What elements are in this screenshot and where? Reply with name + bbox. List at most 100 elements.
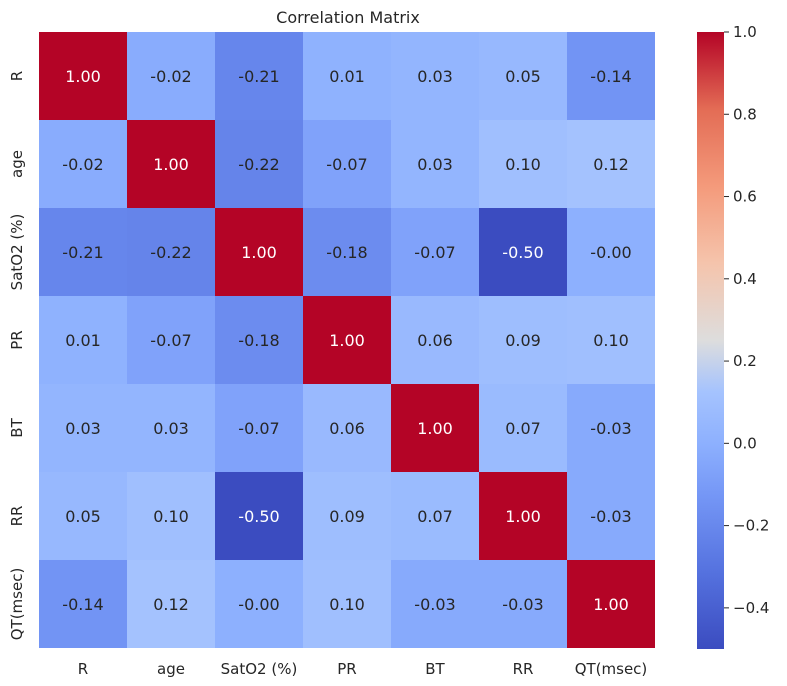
heatmap-cell [391, 560, 479, 648]
heatmap-cell-label: 0.03 [417, 155, 453, 174]
heatmap-cells [39, 32, 655, 648]
heatmap-cell [303, 472, 391, 560]
heatmap-cell-label: -0.18 [238, 331, 279, 350]
heatmap-cell [303, 560, 391, 648]
heatmap-cell-label: 0.05 [505, 67, 541, 86]
colorbar-tick-label: 0.6 [733, 188, 757, 206]
heatmap-cell [479, 384, 567, 472]
heatmap-cell [479, 296, 567, 384]
heatmap-cell-label: 0.07 [505, 419, 541, 438]
heatmap-cell-label: 0.03 [65, 419, 101, 438]
heatmap-cell [39, 384, 127, 472]
heatmap-cell [567, 32, 655, 120]
heatmap-cell [127, 384, 215, 472]
heatmap-cell-label: 0.07 [417, 507, 453, 526]
heatmap-cell-label: 0.06 [417, 331, 453, 350]
heatmap-cell [215, 120, 303, 208]
y-tick-label: R [8, 71, 26, 81]
heatmap-cell [39, 120, 127, 208]
heatmap-cell [567, 208, 655, 296]
heatmap-cell [303, 120, 391, 208]
heatmap-cell-label: -0.07 [150, 331, 191, 350]
heatmap-cell-label: 0.06 [329, 419, 365, 438]
x-tick-label: age [157, 660, 185, 678]
heatmap-cell-label: -0.18 [326, 243, 367, 262]
x-tick-label: BT [425, 660, 445, 678]
heatmap-cell [215, 32, 303, 120]
heatmap-cell [567, 296, 655, 384]
heatmap-cell-label: -0.03 [590, 419, 631, 438]
y-tick-label: age [8, 150, 26, 178]
heatmap-cell-label: 1.00 [593, 595, 629, 614]
heatmap-cell [39, 296, 127, 384]
heatmap-cell-label: 1.00 [241, 243, 277, 262]
heatmap-cell [39, 472, 127, 560]
heatmap-cell-label: -0.22 [238, 155, 279, 174]
colorbar-tick-label: −0.2 [733, 517, 769, 535]
heatmap-cell-label: 1.00 [417, 419, 453, 438]
heatmap-cell [215, 296, 303, 384]
heatmap-cell [567, 560, 655, 648]
colorbar-tick-label: 0.2 [733, 352, 757, 370]
heatmap-cell-label: -0.50 [238, 507, 279, 526]
heatmap-cell-label: 0.05 [65, 507, 101, 526]
heatmap-cell-label: 0.10 [505, 155, 541, 174]
heatmap-cell-label: 0.10 [329, 595, 365, 614]
heatmap-cell-label: -0.21 [62, 243, 103, 262]
heatmap-cell-label: -0.00 [238, 595, 279, 614]
heatmap-cell [303, 384, 391, 472]
heatmap-cell [567, 120, 655, 208]
x-tick-label: PR [337, 660, 356, 678]
heatmap-cell-label: 0.12 [593, 155, 629, 174]
heatmap-cell-label: -0.07 [414, 243, 455, 262]
heatmap-cell-label: -0.21 [238, 67, 279, 86]
x-tick-label: QT(msec) [575, 660, 648, 678]
heatmap-cell-labels: 1.00 -0.02 -0.21 0.01 0.03 0.05 -0.14 -0.02 1.00… [62, 67, 631, 614]
heatmap-cell-label: -0.14 [62, 595, 103, 614]
colorbar-gradient [697, 32, 724, 649]
colorbar-ticks: −0.4 −0.2 0.0 0.2 0.4 0.6 0.8 1.0 [724, 23, 769, 617]
colorbar: −0.4 −0.2 0.0 0.2 0.4 0.6 0.8 1.0 [697, 23, 769, 649]
heatmap-cell [127, 208, 215, 296]
heatmap-cell [303, 32, 391, 120]
heatmap-cell-label: -0.03 [502, 595, 543, 614]
heatmap-cell-label: 0.01 [329, 67, 365, 86]
heatmap-cell [391, 296, 479, 384]
heatmap-cell [303, 208, 391, 296]
colorbar-tick-label: 0.8 [733, 105, 757, 123]
heatmap-cell [391, 472, 479, 560]
x-tick-label: R [78, 660, 88, 678]
heatmap-cell [215, 384, 303, 472]
heatmap-cell [567, 472, 655, 560]
heatmap-cell [391, 384, 479, 472]
colorbar-tick-label: 0.0 [733, 434, 757, 452]
heatmap-cell-label: 1.00 [65, 67, 101, 86]
chart-title: Correlation Matrix [276, 8, 420, 27]
y-tick-label: PR [8, 330, 26, 349]
heatmap-cell [127, 560, 215, 648]
heatmap-cell-label: 0.12 [153, 595, 189, 614]
colorbar-tick-label: −0.4 [733, 599, 769, 617]
heatmap-cell-label: -0.50 [502, 243, 543, 262]
heatmap-cell-label: 0.01 [65, 331, 101, 350]
heatmap-cell [39, 208, 127, 296]
y-tick-label: BT [8, 417, 26, 437]
y-tick-label: RR [8, 506, 26, 527]
heatmap-cell-label: -0.00 [590, 243, 631, 262]
heatmap-cell-label: 1.00 [153, 155, 189, 174]
heatmap-cell [391, 32, 479, 120]
heatmap-cell [479, 208, 567, 296]
heatmap-cell-label: -0.22 [150, 243, 191, 262]
heatmap-cell-label: -0.07 [238, 419, 279, 438]
heatmap-cell-label: 0.10 [593, 331, 629, 350]
heatmap-cell-label: -0.14 [590, 67, 631, 86]
heatmap-cell-label: -0.03 [414, 595, 455, 614]
heatmap-cell-label: -0.07 [326, 155, 367, 174]
heatmap-cell-label: 0.09 [329, 507, 365, 526]
x-tick-label: SatO2 (%) [221, 660, 298, 678]
heatmap-cell-label: 0.03 [417, 67, 453, 86]
heatmap-cell [479, 560, 567, 648]
colorbar-tick-label: 1.0 [733, 23, 757, 41]
